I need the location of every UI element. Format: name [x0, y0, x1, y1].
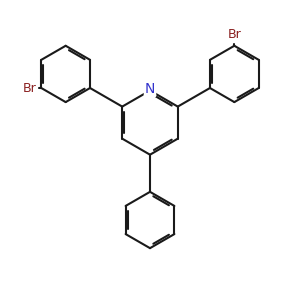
Text: N: N [145, 82, 155, 96]
Text: Br: Br [23, 82, 37, 94]
Text: Br: Br [228, 28, 242, 41]
